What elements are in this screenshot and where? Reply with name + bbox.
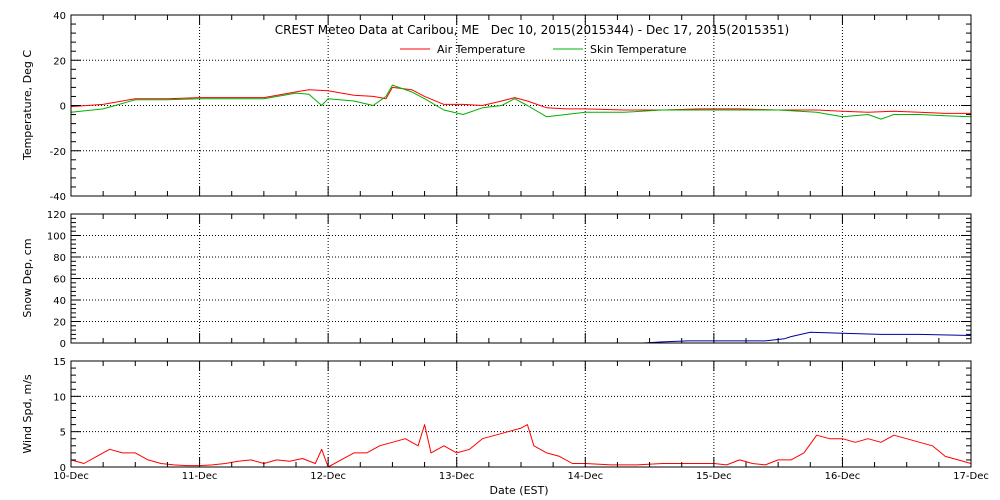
wind-speed-y-ticks: 0 5 10 15 — [53, 357, 972, 474]
x-tick-label: 14-Dec — [567, 471, 603, 482]
snow-depth-y-tick-label: 120 — [47, 210, 66, 221]
wind-speed-y-axis-label: Wind Spd, m/s — [21, 374, 34, 454]
chart-title: CREST Meteo Data at Caribou, ME Dec 10, … — [275, 23, 789, 37]
snow-depth-series — [643, 331, 972, 344]
x-tick-label: 16-Dec — [825, 471, 861, 482]
snow-depth-y-ticks: 0 20 40 60 80 100 120 — [47, 210, 972, 350]
temperature-y-tick-label: 0 — [60, 102, 66, 113]
temperature-series — [70, 84, 972, 120]
temperature-y-axis-label: Temperature, Deg C — [21, 50, 34, 161]
x-tick-label: 12-Dec — [310, 471, 346, 482]
snow-depth-y-tick-label: 20 — [53, 318, 66, 329]
temperature-y-tick-label: 20 — [53, 56, 66, 67]
temperature-y-tick-label: 40 — [53, 11, 66, 22]
temperature-panel: -40 -20 0 20 40 Temperature, Deg C — [21, 11, 972, 203]
wind-speed-series — [70, 424, 972, 468]
air-temperature-line — [70, 86, 971, 114]
x-tick-label: 13-Dec — [439, 471, 475, 482]
wind-speed-y-tick-label: 15 — [53, 357, 66, 368]
wind-speed-grid — [71, 361, 971, 467]
snow-depth-line — [643, 331, 972, 344]
x-tick-label: 10-Dec — [53, 471, 89, 482]
temperature-y-tick-label: -20 — [50, 147, 66, 158]
temperature-y-tick-label: -40 — [50, 192, 66, 203]
wind-speed-y-tick-label: 10 — [53, 392, 66, 403]
skin-temperature-line — [70, 84, 972, 120]
x-tick-label: 11-Dec — [182, 471, 218, 482]
snow-depth-panel: 0 20 40 60 80 100 120 Snow Dep, cm — [21, 210, 972, 350]
snow-depth-y-axis-label: Snow Dep, cm — [21, 238, 34, 317]
temperature-legend: Air Temperature Skin Temperature — [400, 43, 687, 56]
x-axis-tick-labels: 10-Dec 11-Dec 12-Dec 13-Dec 14-Dec 15-Dec 16-D… — [53, 471, 989, 482]
legend-air-temperature-label: Air Temperature — [437, 43, 526, 56]
wind-speed-panel: 0 5 10 15 Wind Spd, m/s — [21, 357, 972, 474]
x-tick-label: 17-Dec — [953, 471, 989, 482]
temperature-y-ticks: -40 -20 0 20 40 — [50, 11, 972, 203]
legend-skin-temperature-label: Skin Temperature — [590, 43, 687, 56]
snow-depth-y-tick-label: 100 — [47, 232, 66, 243]
snow-depth-y-tick-label: 60 — [53, 275, 66, 286]
x-axis-label: Date (EST) — [489, 484, 548, 497]
x-tick-label: 15-Dec — [696, 471, 732, 482]
snow-depth-y-tick-label: 80 — [53, 253, 66, 264]
temperature-grid — [71, 15, 971, 196]
snow-depth-y-tick-label: 0 — [60, 339, 66, 350]
wind-speed-y-tick-label: 0 — [60, 463, 66, 474]
wind-speed-y-tick-label: 5 — [60, 428, 66, 439]
snow-depth-grid — [71, 214, 971, 343]
snow-depth-y-tick-label: 40 — [53, 296, 66, 307]
wind-speed-line — [70, 424, 972, 468]
